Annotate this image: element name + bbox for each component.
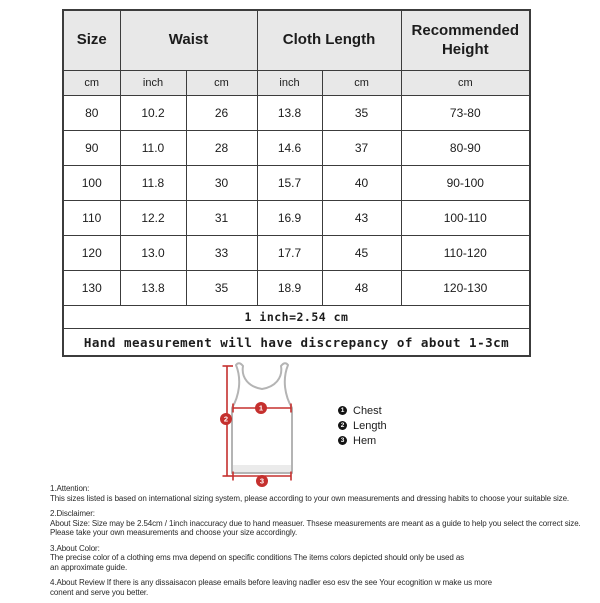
section-title: 1.Attention: bbox=[50, 484, 90, 493]
height-range-value: 100-110 bbox=[400, 200, 531, 236]
measurement-note-row: Hand measurement will have discrepancy o… bbox=[62, 328, 531, 357]
length-inch-value: 15.7 bbox=[256, 165, 323, 201]
legend-label: Length bbox=[353, 419, 387, 432]
size-value: 90 bbox=[62, 130, 121, 166]
conversion-note: 1 inch=2.54 cm bbox=[62, 305, 531, 329]
section-line: The precise color of a clothing ems mva … bbox=[50, 553, 465, 562]
waist-cm-value: 28 bbox=[185, 130, 258, 166]
length-cm-value: 35 bbox=[321, 95, 402, 131]
unit-cell: cm bbox=[400, 70, 531, 96]
length-cm-value: 45 bbox=[321, 235, 402, 271]
section-line: an approximate guide. bbox=[50, 562, 128, 572]
length-inch-value: 17.7 bbox=[256, 235, 323, 271]
length-cm-value: 48 bbox=[321, 270, 402, 306]
chest-marker-number: 1 bbox=[259, 404, 263, 413]
table-row: 80 10.2 26 13.8 35 73-80 bbox=[62, 95, 531, 131]
legend-item-length: 2 Length bbox=[338, 418, 387, 433]
disclaimer-notes: 1.Attention: This sizes listed is based … bbox=[50, 484, 598, 603]
waist-inch-value: 11.8 bbox=[119, 165, 187, 201]
size-value: 110 bbox=[62, 200, 121, 236]
length-marker-circle bbox=[220, 413, 232, 425]
waist-inch-value: 12.2 bbox=[119, 200, 187, 236]
section-line: About Size: Size may be 2.54cm / 1inch i… bbox=[50, 518, 581, 528]
waist-inch-value: 11.0 bbox=[119, 130, 187, 166]
circled-number-icon: 3 bbox=[338, 436, 347, 445]
size-chart-table: Size Waist Cloth Length Recommended Heig… bbox=[62, 9, 532, 357]
vest-hem-band bbox=[233, 465, 291, 472]
height-range-value: 110-120 bbox=[400, 235, 531, 271]
height-range-value: 80-90 bbox=[400, 130, 531, 166]
legend-label: Chest bbox=[353, 404, 382, 417]
section-about-review: 4.About Review If there is any dissaisac… bbox=[50, 578, 598, 597]
table-row: 120 13.0 33 17.7 45 110-120 bbox=[62, 235, 531, 271]
tank-top-diagram-svg: 1 2 3 bbox=[220, 362, 293, 487]
section-about-color: 3.About Color: The precise color of a cl… bbox=[50, 544, 598, 573]
waist-cm-value: 35 bbox=[185, 270, 258, 306]
table-row: 110 12.2 31 16.9 43 100-110 bbox=[62, 200, 531, 236]
waist-cm-value: 30 bbox=[185, 165, 258, 201]
section-title: 3.About Color: bbox=[50, 543, 100, 553]
header-row: Size Waist Cloth Length Recommended Heig… bbox=[62, 9, 531, 71]
diagram-legend: 1 Chest 2 Length 3 Hem bbox=[338, 403, 387, 448]
waist-inch-value: 10.2 bbox=[119, 95, 187, 131]
size-value: 80 bbox=[62, 95, 121, 131]
measurement-note: Hand measurement will have discrepancy o… bbox=[62, 328, 531, 357]
size-diagram: 1 2 3 bbox=[198, 358, 308, 492]
legend-item-chest: 1 Chest bbox=[338, 403, 387, 418]
legend-label: Hem bbox=[353, 434, 377, 447]
length-inch-value: 18.9 bbox=[256, 270, 323, 306]
section-line: conent and serve you better. bbox=[50, 587, 149, 597]
length-marker-number: 2 bbox=[224, 415, 228, 424]
header-recommended-height: Recommended Height bbox=[400, 9, 531, 71]
header-size: Size bbox=[62, 9, 121, 71]
size-value: 120 bbox=[62, 235, 121, 271]
waist-inch-value: 13.8 bbox=[119, 270, 187, 306]
chest-marker-circle bbox=[255, 402, 267, 414]
vest-outline bbox=[231, 362, 293, 474]
unit-cell: inch bbox=[119, 70, 187, 96]
section-title: 2.Disclaimer: bbox=[50, 509, 95, 518]
length-inch-value: 16.9 bbox=[256, 200, 323, 236]
header-waist: Waist bbox=[119, 9, 258, 71]
unit-cell: inch bbox=[256, 70, 323, 96]
length-inch-value: 14.6 bbox=[256, 130, 323, 166]
section-line: Please take your own measurements and ch… bbox=[50, 528, 298, 537]
length-cm-value: 43 bbox=[321, 200, 402, 236]
table-row: 130 13.8 35 18.9 48 120-130 bbox=[62, 270, 531, 306]
header-cloth-length: Cloth Length bbox=[256, 9, 402, 71]
length-cm-value: 40 bbox=[321, 165, 402, 201]
waist-cm-value: 26 bbox=[185, 95, 258, 131]
hem-marker-number: 3 bbox=[260, 477, 264, 486]
conversion-note-row: 1 inch=2.54 cm bbox=[62, 305, 531, 329]
waist-cm-value: 31 bbox=[185, 200, 258, 236]
table-row: 90 11.0 28 14.6 37 80-90 bbox=[62, 130, 531, 166]
section-title: 4.About Review If there is any dissaisac… bbox=[50, 578, 492, 587]
height-range-value: 120-130 bbox=[400, 270, 531, 306]
size-value: 100 bbox=[62, 165, 121, 201]
unit-cell: cm bbox=[62, 70, 121, 96]
unit-cell: cm bbox=[185, 70, 258, 96]
length-inch-value: 13.8 bbox=[256, 95, 323, 131]
length-cm-value: 37 bbox=[321, 130, 402, 166]
circled-number-icon: 1 bbox=[338, 406, 347, 415]
section-disclaimer: 2.Disclaimer: About Size: Size may be 2.… bbox=[50, 509, 598, 538]
height-range-value: 73-80 bbox=[400, 95, 531, 131]
section-attention: 1.Attention: This sizes listed is based … bbox=[50, 484, 598, 503]
size-value: 130 bbox=[62, 270, 121, 306]
section-line: This sizes listed is based on internatio… bbox=[50, 493, 570, 503]
height-range-value: 90-100 bbox=[400, 165, 531, 201]
waist-inch-value: 13.0 bbox=[119, 235, 187, 271]
unit-cell: cm bbox=[321, 70, 402, 96]
legend-item-hem: 3 Hem bbox=[338, 433, 387, 448]
units-row: cm inch cm inch cm cm bbox=[62, 70, 531, 96]
table-row: 100 11.8 30 15.7 40 90-100 bbox=[62, 165, 531, 201]
circled-number-icon: 2 bbox=[338, 421, 347, 430]
waist-cm-value: 33 bbox=[185, 235, 258, 271]
hem-marker-circle bbox=[256, 475, 268, 487]
